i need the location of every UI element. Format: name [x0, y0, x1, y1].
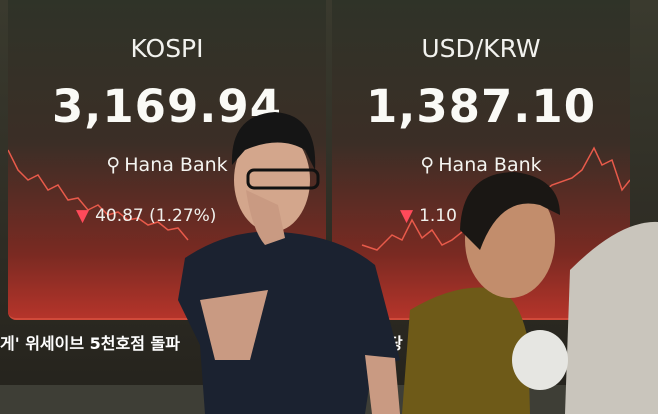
chair	[512, 330, 568, 390]
news-ticker-left: 게' 위세이브 5천호점 돌파	[0, 334, 180, 353]
kospi-chart-line	[8, 149, 189, 241]
kospi-change-value: 40.87 (1.27%)	[95, 206, 217, 226]
hana-logo-icon: ⚲	[420, 154, 435, 176]
usdkrw-change-value: 1.10	[419, 206, 457, 226]
kospi-change: ▼ 40.87 (1.27%)	[76, 206, 216, 226]
kospi-title: KOSPI	[130, 34, 204, 63]
kospi-value: 3,169.94	[51, 80, 283, 133]
man-left	[178, 112, 400, 414]
usdkrw-value: 1,387.10	[365, 80, 597, 133]
hana-logo-icon: ⚲	[106, 154, 121, 176]
usdkrw-change: ▼ 1.10	[400, 206, 457, 226]
down-triangle-icon: ▼	[76, 206, 90, 226]
usdkrw-title: USD/KRW	[421, 34, 541, 63]
man-right	[402, 172, 560, 414]
brand-label: Hana Bank	[124, 154, 228, 176]
brand-label: Hana Bank	[438, 154, 542, 176]
hana-bank-logo: ⚲ Hana Bank	[332, 154, 630, 176]
hana-bank-logo: ⚲ Hana Bank	[8, 154, 326, 176]
person-right-edge	[565, 221, 658, 414]
down-triangle-icon: ▼	[400, 206, 414, 226]
